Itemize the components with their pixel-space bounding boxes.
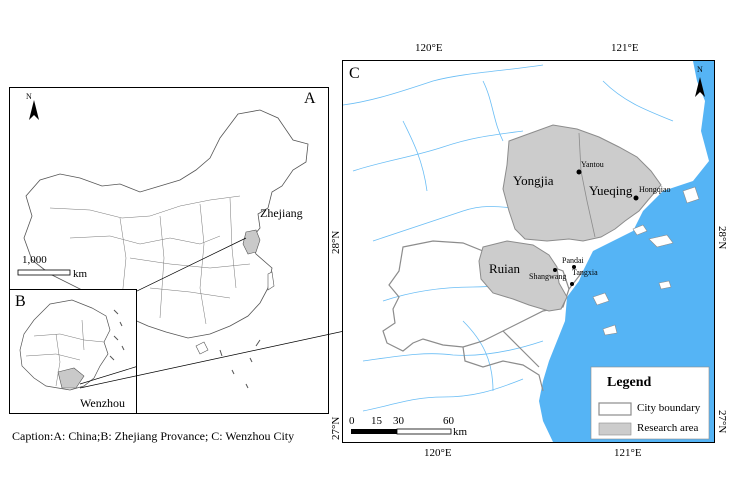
lat-left-2: 27°N [330,416,342,440]
scale-label-15: 15 [371,415,382,427]
scale-bar-c [351,428,452,435]
legend-title: Legend [607,375,652,390]
ruian-label: Ruian [489,261,521,276]
wenzhou-map [343,61,714,442]
zhejiang-area [242,229,261,255]
shangwang-label: Shangwang [529,272,567,281]
shangwang-marker [553,268,557,272]
tangxia-label: Tangxia [572,268,598,277]
hongqiao-label: Hongqiao [639,185,671,194]
legend-research-area-label: Research area [637,422,699,434]
scale-unit-a: km [73,268,88,280]
wenzhou-map-panel: C N Yongjia Yueqing Ruian Yantou Hongqia… [342,60,715,443]
scale-bar-a [17,269,71,276]
hainan-island [195,341,209,355]
north-label-a: N [26,92,32,101]
north-label-c: N [697,65,703,74]
legend-city-boundary-swatch [598,402,632,416]
ruian-area [478,240,568,312]
zhejiang-map [19,299,136,391]
scale-value-a: 1,000 [22,254,47,266]
zhejiang-map-panel: B Wenzhou [9,289,137,414]
lon-bottom-2: 121°E [614,447,642,459]
south-china-sea-islands [219,339,261,389]
legend-research-area-swatch [598,422,632,436]
zhejiang-label: Zhejiang [260,206,303,220]
hongqiao-marker [633,195,639,201]
lat-left-1: 28°N [330,230,342,254]
yantou-marker [576,169,582,175]
yongjia-yueqing-area [502,124,662,242]
panel-a-letter: A [304,90,316,107]
scale-label-30: 30 [393,415,404,427]
scale-unit-c: km [453,426,468,438]
panel-b-letter: B [15,293,26,310]
sea-area [539,61,714,442]
lon-top-2: 121°E [611,42,639,54]
lat-right-1: 28°N [716,226,728,250]
scale-label-0: 0 [349,415,355,427]
site-markers [553,169,639,286]
lon-bottom-1: 120°E [424,447,452,459]
taiwan-island [267,271,275,291]
lon-top-1: 120°E [415,42,443,54]
lat-right-2: 27°N [716,410,728,434]
north-arrow-c [695,77,705,97]
figure-caption: Caption:A: China;B: Zhejiang Provance; C… [12,429,295,443]
islands [592,186,700,336]
wenzhou-label: Wenzhou [80,396,126,410]
north-arrow-a [29,100,39,120]
pandai-label: Pandai [562,256,584,265]
legend-city-boundary-label: City boundary [637,402,701,414]
scale-label-60: 60 [443,415,454,427]
panel-c-letter: C [349,65,360,82]
yongjia-label: Yongjia [513,173,554,188]
yantou-label: Yantou [581,160,604,169]
pandai-marker [572,265,576,269]
tangxia-marker [570,282,574,286]
yueqing-label: Yueqing [589,183,633,198]
